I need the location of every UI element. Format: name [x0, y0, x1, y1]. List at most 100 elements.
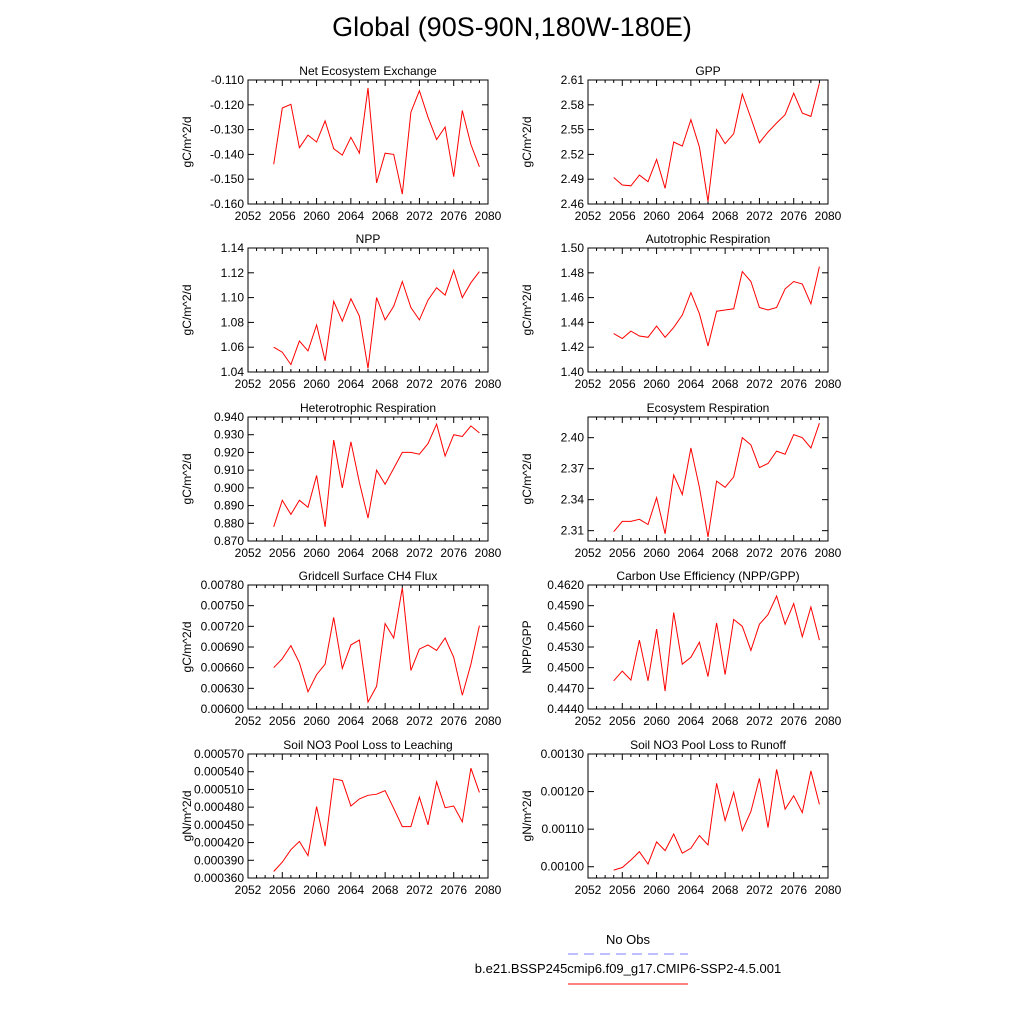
x-tick-label: 2060	[303, 209, 330, 223]
x-tick-label: 2056	[609, 546, 636, 560]
x-tick-label: 2068	[372, 546, 399, 560]
x-tick-label: 2064	[678, 209, 705, 223]
x-tick-label: 2056	[609, 883, 636, 897]
panel-title: Heterotrophic Respiration	[300, 401, 436, 415]
x-tick-label: 2052	[575, 546, 602, 560]
series-line	[273, 587, 480, 704]
x-tick-label: 2052	[235, 546, 262, 560]
x-tick-label: 2064	[338, 883, 365, 897]
y-tick-label: 1.08	[221, 315, 245, 329]
x-tick-label: 2080	[475, 546, 502, 560]
x-tick-label: 2076	[780, 546, 807, 560]
y-tick-label: 0.4440	[547, 702, 584, 716]
panel-gridcell-surface-ch4-flux: Gridcell Surface CH4 Flux gC/m^2/d 0.00600…	[180, 569, 502, 728]
x-tick-label: 2080	[475, 883, 502, 897]
panel-title: Autotrophic Respiration	[646, 232, 771, 246]
x-tick-label: 2060	[303, 377, 330, 391]
y-tick-label: 0.000450	[194, 818, 244, 832]
y-tick-label: -0.130	[210, 123, 244, 137]
y-tick-label: 0.000420	[194, 836, 244, 850]
x-tick-label: 2056	[609, 209, 636, 223]
x-tick-label: 2072	[406, 714, 433, 728]
x-tick-label: 2064	[338, 209, 365, 223]
y-tick-label: 0.4470	[547, 681, 584, 695]
y-tick-label: 0.00780	[201, 578, 245, 592]
y-tick-label: 0.00750	[201, 599, 245, 613]
y-axis-label: gC/m^2/d	[180, 117, 194, 168]
x-tick-label: 2060	[303, 714, 330, 728]
x-tick-label: 2080	[475, 714, 502, 728]
x-tick-label: 2080	[815, 209, 842, 223]
plot-frame	[587, 247, 829, 373]
y-tick-label: 1.42	[561, 340, 585, 354]
panel-heterotrophic-respiration: Heterotrophic Respiration gC/m^2/d 0.870 0.…	[180, 401, 502, 560]
x-tick-label: 2076	[780, 883, 807, 897]
series-line	[273, 87, 480, 195]
series-line	[613, 423, 820, 537]
x-tick-label: 2052	[575, 714, 602, 728]
x-tick-label: 2060	[643, 377, 670, 391]
y-tick-label: 0.930	[214, 428, 244, 442]
x-tick-label: 2052	[575, 883, 602, 897]
x-tick-label: 2060	[643, 714, 670, 728]
x-tick-label: 2056	[609, 714, 636, 728]
y-tick-label: 2.46	[561, 197, 585, 211]
plot-frame	[587, 584, 829, 710]
x-tick-label: 2052	[235, 377, 262, 391]
x-tick-label: 2072	[406, 377, 433, 391]
y-tick-label: 1.10	[221, 291, 245, 305]
y-tick-label: 0.4620	[547, 578, 584, 592]
panel-ecosystem-respiration: Ecosystem Respiration gC/m^2/d 2.31 2.34 2.3…	[520, 401, 842, 560]
y-tick-label: 2.55	[561, 123, 585, 137]
x-tick-label: 2080	[475, 377, 502, 391]
x-tick-label: 2060	[643, 883, 670, 897]
panel-title: Ecosystem Respiration	[647, 401, 770, 415]
y-tick-label: 0.00660	[201, 661, 245, 675]
x-tick-label: 2056	[269, 714, 296, 728]
x-tick-label: 2064	[338, 377, 365, 391]
y-tick-label: -0.120	[210, 98, 244, 112]
x-tick-label: 2076	[440, 714, 467, 728]
x-tick-label: 2056	[269, 546, 296, 560]
x-tick-label: 2056	[269, 883, 296, 897]
y-tick-label: 2.61	[561, 73, 585, 87]
x-tick-label: 2052	[575, 377, 602, 391]
y-tick-label: 1.04	[221, 365, 245, 379]
panel-title: NPP	[356, 232, 381, 246]
panel-title: Gridcell Surface CH4 Flux	[299, 569, 438, 583]
y-tick-label: 0.00600	[201, 702, 245, 716]
y-tick-label: 1.40	[561, 365, 585, 379]
y-tick-label: 1.12	[221, 266, 245, 280]
y-tick-label: 0.00630	[201, 681, 245, 695]
y-tick-label: 0.880	[214, 516, 244, 530]
y-axis-label: gC/m^2/d	[180, 454, 194, 505]
x-tick-label: 2076	[780, 714, 807, 728]
plot-frame	[247, 584, 489, 710]
y-axis-label: gC/m^2/d	[180, 622, 194, 673]
y-tick-label: 0.4530	[547, 640, 584, 654]
x-tick-label: 2076	[440, 209, 467, 223]
x-tick-label: 2052	[575, 209, 602, 223]
x-tick-label: 2068	[712, 209, 739, 223]
y-tick-label: 2.58	[561, 98, 585, 112]
panel-soil-no3-pool-loss-to-runoff: Soil NO3 Pool Loss to Runoff gN/m^2/d 0.00…	[520, 738, 842, 897]
panel-title: Net Ecosystem Exchange	[299, 64, 437, 78]
x-tick-label: 2064	[678, 714, 705, 728]
plot-frame	[587, 416, 829, 542]
x-tick-label: 2068	[712, 714, 739, 728]
x-tick-label: 2068	[712, 377, 739, 391]
y-tick-label: -0.160	[210, 197, 244, 211]
x-tick-label: 2068	[372, 377, 399, 391]
x-tick-label: 2076	[780, 377, 807, 391]
y-tick-label: 0.900	[214, 481, 244, 495]
y-tick-label: 0.00720	[201, 619, 245, 633]
x-tick-label: 2072	[746, 546, 773, 560]
x-tick-label: 2080	[815, 883, 842, 897]
x-tick-label: 2064	[678, 377, 705, 391]
x-tick-label: 2080	[815, 546, 842, 560]
y-tick-label: 2.31	[561, 524, 585, 538]
x-tick-label: 2072	[746, 714, 773, 728]
y-axis-label: gN/m^2/d	[180, 791, 194, 842]
y-axis-label: gN/m^2/d	[520, 791, 534, 842]
x-tick-label: 2076	[440, 377, 467, 391]
